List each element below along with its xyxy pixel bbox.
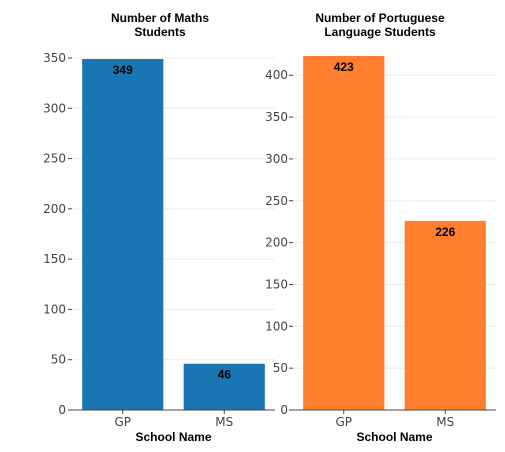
panel2-y-tick-label: 400 [265, 68, 288, 82]
panel2-y-tick-label: 100 [265, 319, 288, 333]
panel2-x-tick-label: MS [436, 415, 454, 429]
panel1-y-tick-label: 250 [43, 152, 66, 166]
panel2-bar-gp [303, 56, 385, 410]
panel2-y-tick-label: 50 [273, 361, 288, 375]
panel2-y-tick-label: 0 [280, 403, 288, 417]
panel1-y-tick-label: 200 [43, 202, 66, 216]
panel1-x-tick-label: MS [215, 415, 233, 429]
panel1-x-tick-label: GP [114, 415, 131, 429]
panel2-y-tick-label: 300 [265, 152, 288, 166]
panel2-data-label-ms: 226 [435, 225, 455, 239]
panel2-bar-ms [404, 220, 486, 410]
panel1-bar-gp [82, 59, 164, 411]
panel2-data-label-gp: 423 [334, 60, 354, 74]
panel2-x-axis-title: School Name [356, 430, 432, 444]
panel2-y-tick-label: 200 [265, 236, 288, 250]
panel2-y-tick-label: 150 [265, 277, 288, 291]
panel1-y-tick-label: 350 [43, 51, 66, 65]
panel1-title-line-2: Students [134, 25, 186, 39]
panel2-title-line-2: Language Students [324, 25, 436, 39]
panel1-y-tick-label: 300 [43, 101, 66, 115]
panel1-y-tick-label: 100 [43, 302, 66, 316]
panel1-data-label-ms: 46 [218, 368, 232, 382]
panel2-y-tick-label: 350 [265, 110, 288, 124]
panel1-y-tick-label: 150 [43, 252, 66, 266]
panel1-y-tick-label: 50 [51, 353, 66, 367]
panel1-bar-ms [183, 363, 265, 410]
panel1-y-tick-label: 0 [58, 403, 66, 417]
panel1-data-label-gp: 349 [113, 63, 133, 77]
panel2-title-line-1: Number of Portuguese [315, 11, 445, 25]
panel1-x-axis-title: School Name [135, 430, 211, 444]
panel1-title-line-1: Number of Maths [111, 11, 209, 25]
panel2-x-tick-label: GP [335, 415, 352, 429]
panel2-y-tick-label: 250 [265, 194, 288, 208]
